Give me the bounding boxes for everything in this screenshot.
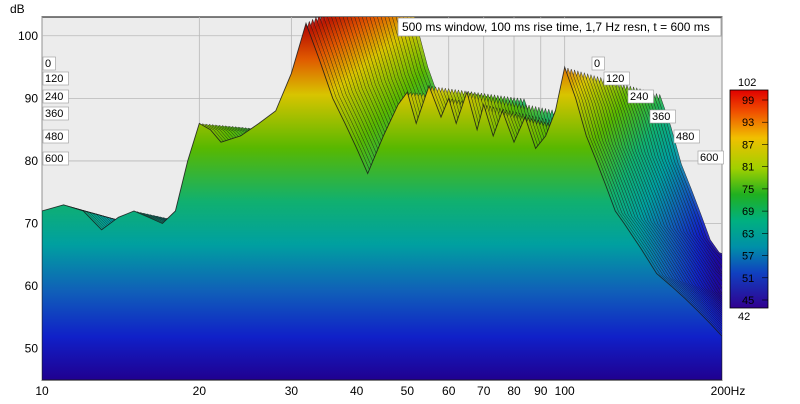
colorbar-tick-label: 81 xyxy=(742,162,754,174)
y-tick-label: 50 xyxy=(25,342,39,356)
y-axis-unit: dB xyxy=(10,2,25,16)
chart-title: 500 ms window, 100 ms rise time, 1,7 Hz … xyxy=(402,20,710,34)
y-axis-ticks: 50 60 70 80 90 100 xyxy=(18,29,38,356)
x-tick-label: 50 xyxy=(401,384,415,398)
colorbar-tick-label: 93 xyxy=(742,117,754,129)
time-slice-label-box-left xyxy=(42,56,56,71)
x-tick-label: 100 xyxy=(555,384,575,398)
time-slice-label-box-left xyxy=(42,71,69,86)
time-slice-label-left: 360 xyxy=(45,108,63,120)
colorbar-tick-label: 87 xyxy=(742,139,754,151)
time-slice-label-right: 120 xyxy=(606,73,624,85)
colorbar-max-label: 102 xyxy=(738,77,756,89)
y-tick-label: 90 xyxy=(25,91,39,105)
x-tick-label: 20 xyxy=(193,384,207,398)
time-slice-label-box-right xyxy=(673,129,700,144)
time-slice-label-box-left xyxy=(42,129,69,144)
colorbar-tick-label: 45 xyxy=(742,295,754,307)
time-slice-label-right: 0 xyxy=(594,58,600,70)
x-tick-label: 90 xyxy=(534,384,548,398)
x-tick-label: 60 xyxy=(442,384,456,398)
colorbar: 102 42 99 93 87 81 75 69 63 57 51 45 xyxy=(729,77,769,323)
colorbar-tick-label: 99 xyxy=(742,95,754,107)
x-axis-ticks: 10 20 30 40 50 60 70 80 90 100 200Hz xyxy=(35,384,745,398)
time-slice-label-box-right xyxy=(697,150,724,165)
x-tick-label: 40 xyxy=(350,384,364,398)
time-slice-label-right: 240 xyxy=(630,91,648,103)
colorbar-tick-label: 63 xyxy=(742,228,754,240)
time-slice-labels: 0 0 120 120 240 240 360 360 480 480 600 600 xyxy=(42,56,724,166)
x-tick-label: 200Hz xyxy=(711,384,746,398)
x-tick-label: 30 xyxy=(285,384,299,398)
colorbar-tick-label: 57 xyxy=(742,251,754,263)
time-slice-label-left: 480 xyxy=(45,131,63,143)
colorbar-tick-label: 51 xyxy=(742,273,754,285)
time-slice-label-box-right xyxy=(603,71,630,86)
time-slice-label-box-left xyxy=(42,89,69,104)
time-slice-label-right: 480 xyxy=(676,131,694,143)
time-slice-label-box-right xyxy=(591,56,605,71)
time-slice-label-right: 360 xyxy=(652,111,670,123)
time-slice-label-box-right xyxy=(649,109,676,124)
x-tick-label: 70 xyxy=(477,384,491,398)
y-tick-label: 60 xyxy=(25,279,39,293)
time-slice-label-box-right xyxy=(627,89,654,104)
y-tick-label: 70 xyxy=(25,217,39,231)
time-slice-label-left: 120 xyxy=(45,73,63,85)
colorbar-tick-label: 75 xyxy=(742,184,754,196)
colorbar-tick-label: 69 xyxy=(742,206,754,218)
time-slice-label-left: 0 xyxy=(45,58,51,70)
waterfall-slice xyxy=(42,21,722,380)
chart-title-box xyxy=(397,17,722,37)
waterfall-slices xyxy=(42,17,722,380)
x-tick-label: 10 xyxy=(35,384,49,398)
time-slice-label-left: 600 xyxy=(45,153,63,165)
colorbar-min-label: 42 xyxy=(738,311,750,323)
y-tick-label: 100 xyxy=(18,29,38,43)
x-tick-label: 80 xyxy=(507,384,521,398)
colorbar-gradient xyxy=(729,89,769,309)
time-slice-label-box-left xyxy=(42,106,69,121)
colorbar-ticks: 99 93 87 81 75 69 63 57 51 45 xyxy=(742,95,768,307)
time-slice-label-right: 600 xyxy=(700,152,718,164)
y-tick-label: 80 xyxy=(25,154,39,168)
time-slice-label-left: 240 xyxy=(45,91,63,103)
time-slice-label-box-left xyxy=(42,151,69,166)
